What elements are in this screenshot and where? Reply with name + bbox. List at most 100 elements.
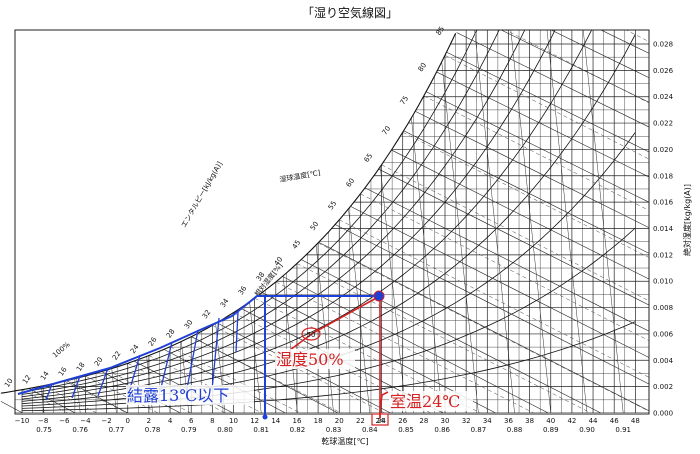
saturation-tick-label: 30 <box>183 318 195 330</box>
y-tick-label: 0.024 <box>653 93 674 101</box>
volume-line <box>546 30 588 413</box>
rh-50-circle-value: 50 <box>307 331 316 339</box>
y-tick-label: 0.022 <box>653 120 673 128</box>
x-tick-label: 30 <box>441 417 450 425</box>
volume-line <box>438 30 479 413</box>
page-title: 「湿り空気線図」 <box>301 6 398 20</box>
chart-frame <box>14 29 650 415</box>
y-tick-label: 0.004 <box>653 357 674 365</box>
chart-labels: 10 12 14 16 18 20 22 24 26 28 30 32 34 36 38 40 45 50 55 60… <box>3 25 446 389</box>
y-tick-label: 0.020 <box>653 146 673 154</box>
wetbulb-line <box>296 263 591 413</box>
room-temp-tick: 24 <box>376 417 385 425</box>
saturation-tick-label: 75 <box>399 95 411 107</box>
saturation-tick-label: 28 <box>165 328 177 340</box>
y-tick-label: 0.006 <box>653 330 674 338</box>
saturation-tick-label: 36 <box>237 284 249 296</box>
saturation-tick-label: 34 <box>219 297 231 309</box>
x-tick-label: 10 <box>229 417 238 425</box>
saturation-tick-label: 85 <box>435 25 447 37</box>
saturation-tick-label: 40 <box>273 256 285 268</box>
saturation-tick-label: 20 <box>93 356 105 368</box>
wetbulb-line <box>212 325 385 413</box>
y-axis-title: 絶対湿度[kg/kg(A)] <box>682 184 692 256</box>
x-axis-volume-ticks: 0.75 0.76 0.77 0.78 0.79 0.80 0.81 0.82 0.83 0.84… <box>36 426 631 434</box>
humidity-label-bg <box>275 349 355 369</box>
x-tick-label: −2 <box>101 417 111 425</box>
wetbulb-label: 湿球温度[℃] <box>279 168 322 184</box>
x-volume-tick-label: 0.88 <box>507 426 523 434</box>
x-volume-tick-label: 0.82 <box>290 426 306 434</box>
rh-curve <box>21 34 636 405</box>
x-tick-label: 12 <box>250 417 259 425</box>
rh-curve <box>21 30 636 398</box>
y-tick-label: 0.026 <box>653 67 674 75</box>
saturation-tick-label: 10 <box>3 377 15 389</box>
enthalpy-line <box>0 30 23 413</box>
wetbulb-line <box>275 281 534 413</box>
wetbulb-line <box>360 193 650 413</box>
room-temp-label: 室温24℃ <box>390 392 460 411</box>
x-tick-label: 0 <box>126 417 130 425</box>
enthalpy-label: エンタルピー[kJ/kg(A)] <box>179 160 224 229</box>
x-volume-tick-label: 0.84 <box>362 426 378 434</box>
rh-50-circle <box>301 327 321 341</box>
x-tick-label: 38 <box>525 417 534 425</box>
saturation-tick-label: 60 <box>345 177 357 189</box>
x-volume-tick-label: 0.76 <box>72 426 88 434</box>
saturation-tick-label: 16 <box>57 365 69 377</box>
humidity-label: 湿度50% <box>276 350 344 369</box>
saturation-tick-label: 65 <box>363 152 375 164</box>
wetbulb-line <box>466 30 650 413</box>
rh-curve <box>21 30 636 393</box>
rh-100-label: 100% <box>51 340 72 359</box>
x-volume-tick-label: 0.91 <box>615 426 631 434</box>
y-tick-label: 0.010 <box>653 278 673 286</box>
volume-line <box>474 30 515 413</box>
x-tick-label: 20 <box>335 417 344 425</box>
x-volume-tick-label: 0.79 <box>181 426 197 434</box>
x-tick-label: 26 <box>398 417 407 425</box>
x-tick-label: 48 <box>631 417 640 425</box>
wetbulb-line <box>317 242 650 413</box>
x-tick-label: 44 <box>589 417 598 425</box>
dew-point-end-dot <box>262 414 268 420</box>
x-volume-tick-label: 0.87 <box>471 426 487 434</box>
x-volume-tick-label: 0.83 <box>326 426 342 434</box>
x-volume-tick-label: 0.75 <box>36 426 52 434</box>
x-tick-label: 34 <box>483 417 492 425</box>
dew-point-label: 結露13℃以下 <box>127 386 229 405</box>
x-tick-label: 6 <box>189 417 194 425</box>
x-tick-label: 42 <box>567 417 576 425</box>
x-tick-label: 22 <box>356 417 365 425</box>
x-tick-label: −10 <box>15 417 30 425</box>
x-axis-ticks: −10 −8 −6 −4 −2 0 2 4 6 8 10 12 14 16 18 20 22 24 26 28 30 32… <box>15 417 640 425</box>
y-tick-label: 0.008 <box>653 304 673 312</box>
x-tick-label: 4 <box>168 417 173 425</box>
x-volume-tick-label: 0.90 <box>579 426 595 434</box>
y-tick-label: 0.018 <box>653 172 673 180</box>
x-tick-label: 32 <box>462 417 471 425</box>
x-tick-label: 36 <box>504 417 513 425</box>
y-tick-label: 0.028 <box>653 41 673 49</box>
volume-line <box>401 30 443 413</box>
volume-line <box>582 30 624 413</box>
x-volume-tick-label: 0.80 <box>217 426 233 434</box>
y-tick-label: 0.002 <box>653 383 673 391</box>
saturation-tick-label: 12 <box>21 374 33 386</box>
room-temp-label-bg <box>389 391 473 411</box>
rh-curve <box>21 30 636 402</box>
volume-line <box>510 30 552 413</box>
wetbulb-line <box>21 389 68 413</box>
wetbulb-line <box>550 30 650 413</box>
dew-point-path <box>17 295 378 395</box>
y-tick-label: 0.012 <box>653 251 673 259</box>
x-tick-label: 28 <box>419 417 428 425</box>
saturation-tick-label: 45 <box>291 239 303 251</box>
humidity-pointer <box>312 295 381 334</box>
wetbulb-line <box>64 381 127 413</box>
rh-curve <box>21 30 636 400</box>
room-condition-point <box>373 290 385 302</box>
saturation-tick-label: 26 <box>147 335 159 347</box>
